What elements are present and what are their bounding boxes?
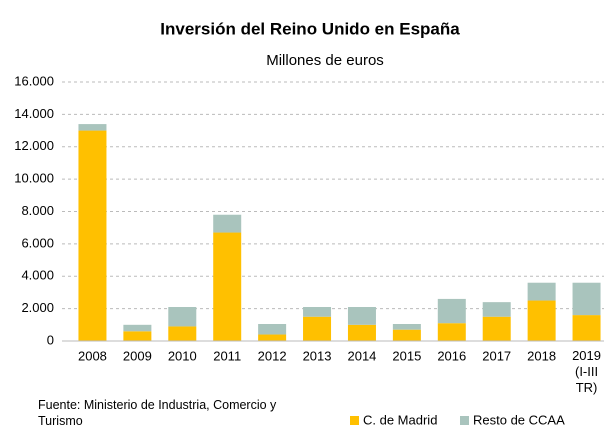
chart-title: Inversión del Reino Unido en España (160, 19, 460, 38)
bar-segment (168, 326, 197, 341)
bar-segment (572, 315, 601, 341)
x-tick-label: 2018 (527, 348, 556, 363)
bar-segment (527, 300, 556, 341)
bar-segment (437, 323, 466, 341)
x-tick-label: 2013 (303, 348, 332, 363)
bar-segment (78, 124, 107, 131)
bar-segment (303, 316, 332, 341)
bar-segment (213, 232, 242, 341)
x-tick-label: 2008 (78, 348, 107, 363)
bar-segment (303, 307, 332, 317)
x-tick-label-line: (I-III (575, 364, 598, 379)
bar-segment (392, 324, 421, 330)
legend-swatch (350, 416, 359, 425)
x-tick-label: 2011 (213, 348, 241, 363)
x-tick-label: 2019 (I-III TR) (572, 348, 601, 395)
bar-segment (527, 282, 556, 301)
x-tick-label-line: TR) (576, 380, 598, 395)
y-tick-label: 12.000 (14, 138, 54, 153)
chart-subtitle: Millones de euros (266, 52, 384, 69)
bar-segment (168, 307, 197, 327)
bar-segment (392, 329, 421, 341)
legend-swatch (460, 416, 469, 425)
bar-segment (482, 316, 511, 341)
bar-segment (258, 334, 287, 341)
source-note: Fuente: Ministerio de Industria, Comerci… (38, 398, 277, 428)
bar-segment (123, 324, 152, 332)
legend-label: Resto de CCAA (473, 412, 565, 427)
bar-segment (347, 324, 376, 341)
y-tick-label: 4.000 (21, 268, 54, 283)
x-tick-label: 2010 (168, 348, 197, 363)
y-tick-label: 2.000 (21, 300, 54, 315)
x-tick-label: 2009 (123, 348, 152, 363)
bar-segment (258, 324, 287, 335)
x-tick-label: 2017 (482, 348, 511, 363)
x-tick-label-line: 2019 (572, 348, 601, 363)
x-tick-label: 2012 (258, 348, 287, 363)
y-tick-label: 14.000 (14, 106, 54, 121)
y-tick-label: 10.000 (14, 171, 54, 186)
x-tick-label: 2015 (392, 348, 421, 363)
x-tick-label: 2014 (347, 348, 376, 363)
bar-segment (482, 302, 511, 317)
y-tick-label: 16.000 (14, 73, 54, 88)
y-tick-label: 0 (47, 332, 54, 347)
x-tick-label: 2016 (437, 348, 466, 363)
legend-label: C. de Madrid (363, 412, 437, 427)
y-tick-label: 8.000 (21, 203, 54, 218)
bar-segment (78, 130, 107, 341)
y-tick-label: 6.000 (21, 235, 54, 250)
bar-segment (347, 307, 376, 325)
bar-segment (437, 298, 466, 324)
bar-segment (572, 282, 601, 316)
bar-segment (213, 214, 242, 233)
bar-segment (123, 331, 152, 341)
